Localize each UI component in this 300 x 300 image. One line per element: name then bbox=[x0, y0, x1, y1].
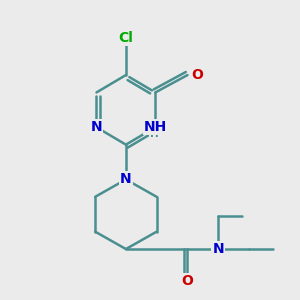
Text: N: N bbox=[149, 120, 161, 134]
Text: H: H bbox=[150, 129, 158, 139]
Text: NH: NH bbox=[144, 120, 167, 134]
Text: Cl: Cl bbox=[118, 31, 133, 45]
Text: N: N bbox=[120, 172, 132, 186]
Text: N: N bbox=[91, 120, 102, 134]
Text: O: O bbox=[182, 274, 194, 288]
Text: O: O bbox=[191, 68, 203, 82]
Text: N: N bbox=[212, 242, 224, 256]
